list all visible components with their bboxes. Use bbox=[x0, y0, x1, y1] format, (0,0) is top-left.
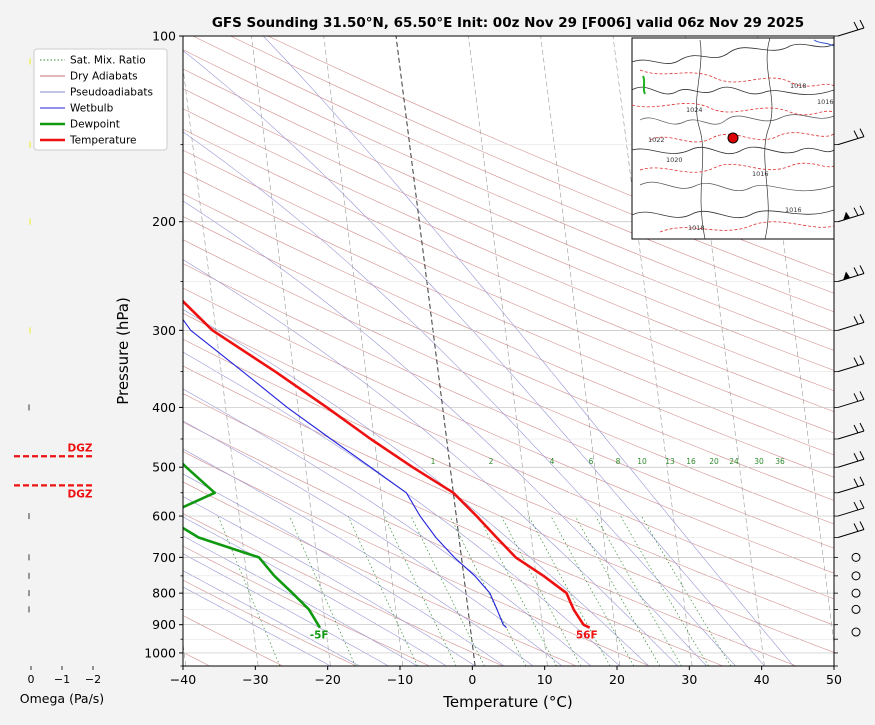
wind-barb bbox=[837, 499, 865, 517]
x-tick-label: 20 bbox=[609, 672, 625, 687]
map-contour-label: 1022 bbox=[648, 136, 665, 144]
wind-barb bbox=[837, 205, 865, 223]
wind-barb bbox=[837, 19, 865, 37]
legend-entry: Pseudoadiabats bbox=[70, 87, 153, 99]
x-axis-ticks: −40 −30 −20 −10 0 10 20 30 40 50 bbox=[170, 666, 842, 687]
y-tick-label: 800 bbox=[152, 586, 176, 601]
wind-barb bbox=[837, 314, 865, 331]
mixing-ratio-label: 30 bbox=[754, 457, 764, 466]
inset-map: 1024 1022 1020 1018 1016 1016 1018 1016 bbox=[631, 37, 835, 240]
legend: Sat. Mix. Ratio Dry Adiabats Pseudoadiabat… bbox=[33, 48, 168, 151]
mixing-ratio-label: 6 bbox=[589, 457, 594, 466]
y-tick-label: 700 bbox=[152, 550, 176, 565]
y-tick-label: 100 bbox=[152, 29, 176, 44]
surface-label: 56F bbox=[576, 629, 598, 641]
wind-barb bbox=[837, 450, 865, 468]
y-axis-label: Pressure (hPa) bbox=[114, 297, 132, 405]
mixing-ratio-label: 16 bbox=[686, 457, 696, 466]
wind-barb bbox=[837, 476, 865, 494]
mixing-ratio-label: 1 bbox=[431, 457, 436, 466]
x-axis-label: Temperature (°C) bbox=[442, 693, 572, 711]
background-lines bbox=[183, 36, 834, 666]
calm-circle bbox=[851, 627, 861, 637]
y-tick-label: 1000 bbox=[144, 645, 176, 660]
x-tick-label: −40 bbox=[170, 672, 196, 687]
wind-barb bbox=[837, 355, 865, 373]
mixing-ratio-label: 20 bbox=[709, 457, 719, 466]
legend-entry: Dry Adiabats bbox=[70, 71, 138, 83]
x-tick-label: −10 bbox=[387, 672, 413, 687]
profile-lines bbox=[183, 299, 591, 629]
map-contour-label: 1020 bbox=[666, 156, 683, 164]
legend-entry: Sat. Mix. Ratio bbox=[70, 55, 146, 67]
legend-box bbox=[33, 48, 168, 151]
dgz-label: DGZ bbox=[68, 488, 93, 500]
y-tick-label: 900 bbox=[152, 617, 176, 632]
calm-circle bbox=[851, 571, 861, 581]
mixing-ratio-label: 4 bbox=[550, 457, 555, 466]
map-contour-label: 1024 bbox=[686, 106, 703, 114]
x-tick-label: 50 bbox=[826, 672, 842, 687]
y-axis-ticks: 100 200 300 400 500 600 700 800 900 1000 bbox=[144, 29, 838, 667]
omega-tick-label: 0 bbox=[28, 673, 35, 686]
wind-barb bbox=[837, 128, 865, 146]
calm-circle bbox=[851, 604, 861, 614]
y-tick-label: 200 bbox=[152, 214, 176, 229]
x-tick-label: −30 bbox=[242, 672, 268, 687]
x-tick-label: −20 bbox=[314, 672, 340, 687]
calm-circle bbox=[851, 552, 861, 562]
map-contour-label: 1018 bbox=[688, 224, 705, 232]
legend-entry: Dewpoint bbox=[70, 119, 120, 131]
calm-circle bbox=[851, 588, 861, 598]
temperature-line bbox=[183, 299, 591, 629]
map-contour-label: 1016 bbox=[785, 206, 802, 214]
surface-labels: -5F 56F bbox=[310, 629, 598, 641]
wind-barb bbox=[837, 265, 865, 282]
x-tick-label: 30 bbox=[681, 672, 697, 687]
y-tick-label: 600 bbox=[152, 509, 176, 524]
x-tick-label: 0 bbox=[468, 672, 476, 687]
omega-label: Omega (Pa/s) bbox=[20, 691, 104, 706]
dgz-label: DGZ bbox=[68, 442, 93, 454]
mixing-ratio-labels: 1 2 4 6 8 10 13 16 20 24 30 36 bbox=[431, 457, 785, 466]
mixing-ratio-label: 24 bbox=[729, 457, 739, 466]
mixing-ratio-label: 10 bbox=[637, 457, 647, 466]
omega-tick-label: −2 bbox=[85, 673, 101, 686]
x-tick-label: 40 bbox=[754, 672, 770, 687]
y-tick-label: 500 bbox=[152, 460, 176, 475]
map-contour-label: 1018 bbox=[790, 82, 807, 90]
wind-barbs bbox=[837, 19, 865, 637]
wetbulb-line bbox=[183, 318, 507, 629]
omega-tick-label: −1 bbox=[54, 673, 70, 686]
mixing-ratio-label: 2 bbox=[489, 457, 494, 466]
omega-panel: 0 −1 −2 DGZ DGZ bbox=[14, 58, 101, 686]
wind-barb bbox=[837, 521, 865, 538]
mixing-ratio-label: 13 bbox=[665, 457, 675, 466]
y-tick-label: 300 bbox=[152, 323, 176, 338]
map-contour-label: 1016 bbox=[752, 170, 769, 178]
mixing-ratio-label: 36 bbox=[775, 457, 785, 466]
chart-title: GFS Sounding 31.50°N, 65.50°E Init: 00z … bbox=[212, 15, 804, 31]
axes bbox=[182, 35, 835, 667]
surface-label: -5F bbox=[310, 629, 329, 641]
mixing-ratio-label: 8 bbox=[616, 457, 621, 466]
legend-entry: Wetbulb bbox=[70, 103, 114, 115]
map-contour-label: 1016 bbox=[817, 98, 834, 106]
dewpoint-line bbox=[183, 462, 322, 629]
wind-barb bbox=[837, 422, 865, 440]
location-marker bbox=[727, 132, 739, 144]
wind-barb bbox=[837, 391, 865, 408]
legend-entry: Temperature bbox=[69, 135, 137, 147]
x-tick-label: 10 bbox=[537, 672, 553, 687]
y-tick-label: 400 bbox=[152, 400, 176, 415]
